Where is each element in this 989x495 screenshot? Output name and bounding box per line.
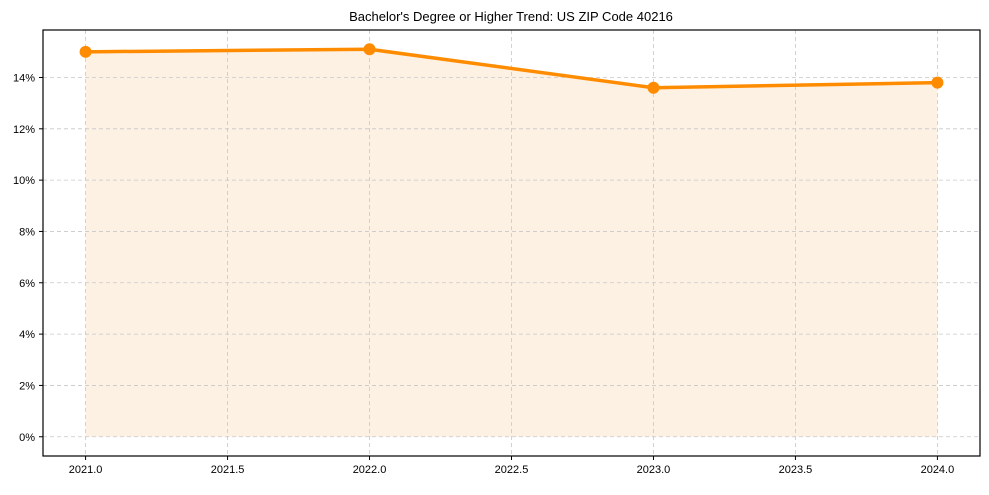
y-tick-label: 10% <box>13 175 35 187</box>
data-point-marker <box>79 45 92 58</box>
x-tick-label: 2022.0 <box>353 464 387 476</box>
data-point-marker <box>363 43 376 56</box>
x-tick-label: 2023.0 <box>637 464 671 476</box>
y-tick-label: 14% <box>13 72 35 84</box>
y-tick-label: 8% <box>19 226 35 238</box>
y-tick-label: 6% <box>19 278 35 290</box>
x-tick-label: 2021.5 <box>211 464 245 476</box>
x-tick-label: 2024.0 <box>921 464 955 476</box>
data-line <box>83 47 940 90</box>
x-tick-label: 2022.5 <box>495 464 529 476</box>
x-tick-label: 2023.5 <box>779 464 813 476</box>
y-tick-label: 4% <box>19 329 35 341</box>
data-point-marker <box>931 76 944 89</box>
y-tick-label: 2% <box>19 380 35 392</box>
x-tick-label: 2021.0 <box>69 464 103 476</box>
y-tick-label: 12% <box>13 124 35 136</box>
y-tick-label: 0% <box>19 432 35 444</box>
plot-area: 0% 2% 4% 6% 8% 10% 12% 14% 2021.0 2021.5 2022.0 202… <box>13 29 981 476</box>
chart-title: Bachelor's Degree or Higher Trend: US ZI… <box>349 9 673 24</box>
data-point-marker <box>647 81 660 94</box>
